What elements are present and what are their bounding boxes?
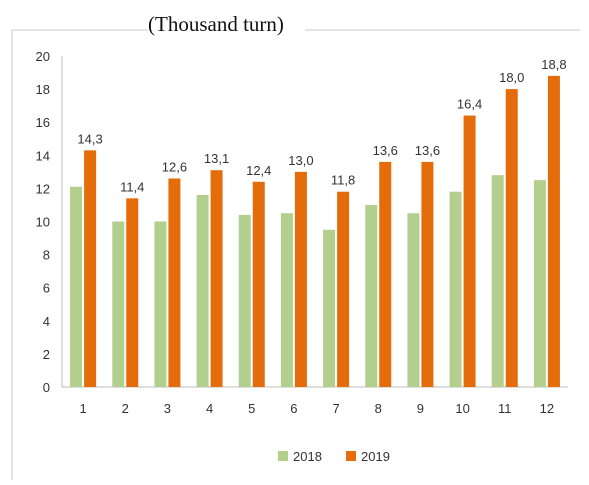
y-tick-label: 2 — [43, 347, 50, 362]
x-tick-label: 10 — [455, 401, 469, 416]
bar-2019-6 — [294, 171, 307, 387]
y-tick-label: 14 — [36, 148, 50, 163]
bar-2019-7 — [337, 191, 350, 387]
data-label: 13,1 — [204, 151, 229, 166]
data-label: 18,8 — [541, 57, 566, 72]
y-tick-label: 12 — [36, 181, 50, 196]
y-tick-label: 6 — [43, 281, 50, 296]
bar-2018-12 — [533, 180, 546, 387]
bar-2018-5 — [238, 214, 251, 387]
legend-swatch-2019 — [346, 451, 356, 461]
x-tick-label: 6 — [290, 401, 297, 416]
data-label: 16,4 — [457, 97, 482, 112]
y-tick-label: 20 — [36, 49, 50, 64]
data-label: 11,8 — [331, 173, 355, 188]
bar-2019-2 — [126, 198, 139, 387]
data-label: 18,0 — [499, 70, 524, 85]
bar-2019-10 — [463, 115, 476, 387]
bar-2018-3 — [154, 221, 167, 387]
x-axis-ticks: 1 2 3 4 5 6 7 8 9 10 11 12 — [79, 401, 554, 416]
bar-2018-2 — [112, 221, 125, 387]
bar-2019-11 — [505, 89, 518, 387]
x-tick-label: 4 — [206, 401, 213, 416]
bar-2019-4 — [210, 170, 223, 387]
y-tick-label: 10 — [36, 215, 50, 230]
bar-2018-11 — [491, 175, 504, 387]
bar-2019-3 — [168, 178, 181, 387]
bar-2018-4 — [196, 195, 209, 387]
legend: 2018 2019 — [278, 449, 390, 464]
bar-2018-1 — [70, 186, 83, 387]
x-tick-label: 8 — [375, 401, 382, 416]
x-tick-label: 11 — [498, 401, 512, 416]
bar-2019-1 — [84, 150, 97, 387]
bar-2018-10 — [449, 191, 462, 387]
bar-2019-12 — [547, 75, 560, 388]
x-tick-label: 12 — [540, 401, 554, 416]
bar-2018-9 — [407, 213, 420, 387]
y-tick-label: 18 — [36, 82, 50, 97]
x-tick-label: 5 — [248, 401, 255, 416]
data-label: 13,6 — [373, 143, 398, 158]
data-label: 11,4 — [120, 179, 144, 194]
bar-2019-8 — [379, 161, 392, 387]
x-tick-label: 7 — [332, 401, 339, 416]
bar-2019-5 — [252, 181, 265, 387]
data-label: 14,3 — [77, 131, 102, 146]
chart-title: (Thousand turn) — [148, 12, 284, 36]
y-tick-label: 4 — [43, 314, 50, 329]
data-label: 13,0 — [288, 153, 313, 168]
bar-2018-6 — [280, 213, 293, 387]
data-label: 13,6 — [415, 143, 440, 158]
data-label: 12,4 — [246, 163, 271, 178]
y-axis-ticks: 0 2 4 6 8 10 12 14 16 18 20 — [36, 49, 50, 395]
legend-label-2018: 2018 — [293, 449, 322, 464]
x-tick-label: 9 — [417, 401, 424, 416]
data-label: 12,6 — [162, 159, 187, 174]
y-tick-label: 0 — [43, 380, 50, 395]
bar-2018-7 — [323, 229, 336, 387]
y-tick-label: 8 — [43, 248, 50, 263]
bar-2019-9 — [421, 161, 434, 387]
bar-2018-8 — [365, 204, 378, 387]
x-tick-label: 3 — [164, 401, 171, 416]
y-tick-label: 16 — [36, 115, 50, 130]
data-labels-group: 14,3 11,4 12,6 13,1 12,4 13,0 11,8 13,6 13,6 16,4… — [77, 57, 566, 194]
legend-label-2019: 2019 — [361, 449, 390, 464]
x-tick-label: 1 — [79, 401, 86, 416]
legend-swatch-2018 — [278, 451, 288, 461]
x-tick-label: 2 — [122, 401, 129, 416]
bars-group — [70, 75, 560, 388]
